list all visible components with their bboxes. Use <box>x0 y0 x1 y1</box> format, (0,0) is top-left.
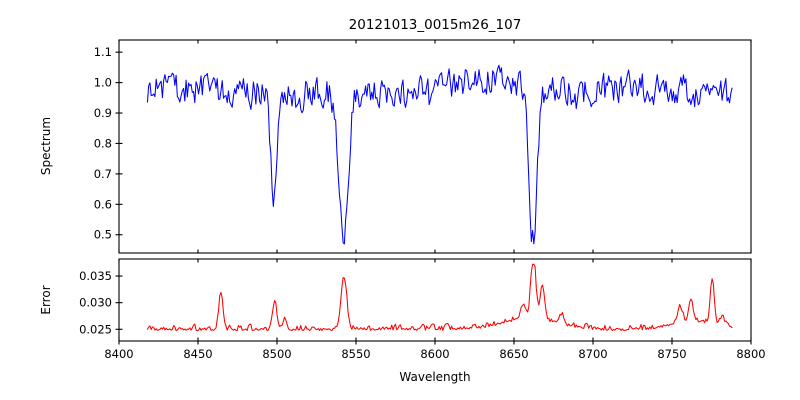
x-tick-label: 8650 <box>499 347 528 361</box>
error-line <box>146 263 733 332</box>
error-y-axis-label: Error <box>39 285 53 314</box>
spectrum-y-axis-label: Spectrum <box>39 117 53 175</box>
x-axis-label: Wavelength <box>399 370 470 384</box>
y-tick-label: 0.6 <box>94 197 112 211</box>
y-tick-label: 1.1 <box>94 45 112 59</box>
y-tick-label: 0.7 <box>94 167 112 181</box>
x-tick-label: 8550 <box>341 347 370 361</box>
x-tick-label: 8800 <box>736 347 765 361</box>
y-tick-label: 0.035 <box>79 269 112 283</box>
x-tick-label: 8750 <box>657 347 686 361</box>
page-title: 20121013_0015m26_107 <box>349 17 522 33</box>
spectrum-panel: 0.5 0.6 0.7 0.8 0.9 1.0 1.1 <box>94 39 752 254</box>
x-tick-label: 8600 <box>420 347 449 361</box>
y-tick-label: 0.8 <box>94 136 112 150</box>
y-tick-label: 1.0 <box>94 76 112 90</box>
y-tick-label: 0.9 <box>94 106 112 120</box>
x-tick-label: 8700 <box>578 347 607 361</box>
error-panel: 8400 8450 8500 8550 8600 8650 8700 8750 8800 0.02… <box>79 258 766 361</box>
y-tick-label: 0.030 <box>79 296 112 310</box>
y-tick-label: 0.025 <box>79 322 112 336</box>
y-tick-label: 0.5 <box>94 228 112 242</box>
spectrum-line <box>146 64 733 245</box>
x-tick-label: 8450 <box>183 347 212 361</box>
x-tick-label: 8500 <box>262 347 291 361</box>
x-tick-label: 8400 <box>104 347 133 361</box>
